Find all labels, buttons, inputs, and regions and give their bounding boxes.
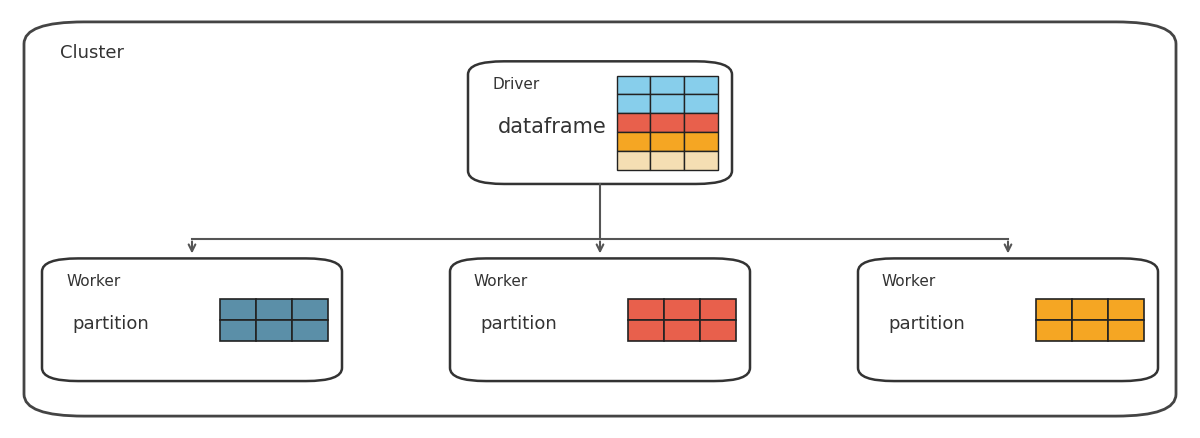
Text: partition: partition [72,315,149,333]
Bar [1036,299,1072,320]
Bar [256,299,292,320]
Bar [700,299,736,320]
Bar [650,76,684,95]
Bar [684,151,718,170]
Bar [684,94,718,113]
Bar [628,299,664,320]
Bar [292,299,328,320]
FancyBboxPatch shape [24,22,1176,416]
Bar [617,151,650,170]
Bar [1072,299,1108,320]
Bar [684,76,718,95]
Text: Driver: Driver [492,77,539,92]
Text: dataframe: dataframe [498,117,607,137]
Bar [700,320,736,341]
Bar [1072,320,1108,341]
Bar [628,320,664,341]
Bar [684,132,718,151]
Bar [684,113,718,132]
Text: Worker: Worker [882,274,936,289]
Bar [650,113,684,132]
Text: partition: partition [888,315,965,333]
Text: partition: partition [480,315,557,333]
Text: Cluster: Cluster [60,44,124,62]
FancyBboxPatch shape [450,258,750,381]
Bar [664,299,700,320]
Bar [1036,320,1072,341]
Bar [256,320,292,341]
Bar [650,151,684,170]
Bar [1108,320,1144,341]
Bar [617,132,650,151]
FancyBboxPatch shape [468,61,732,184]
Bar [617,76,650,95]
Bar [1108,299,1144,320]
Bar [617,94,650,113]
Text: Worker: Worker [474,274,528,289]
Bar [220,299,256,320]
FancyBboxPatch shape [858,258,1158,381]
Text: Worker: Worker [66,274,120,289]
Bar [617,113,650,132]
Bar [292,320,328,341]
Bar [664,320,700,341]
Bar [650,94,684,113]
Bar [220,320,256,341]
Bar [650,132,684,151]
FancyBboxPatch shape [42,258,342,381]
